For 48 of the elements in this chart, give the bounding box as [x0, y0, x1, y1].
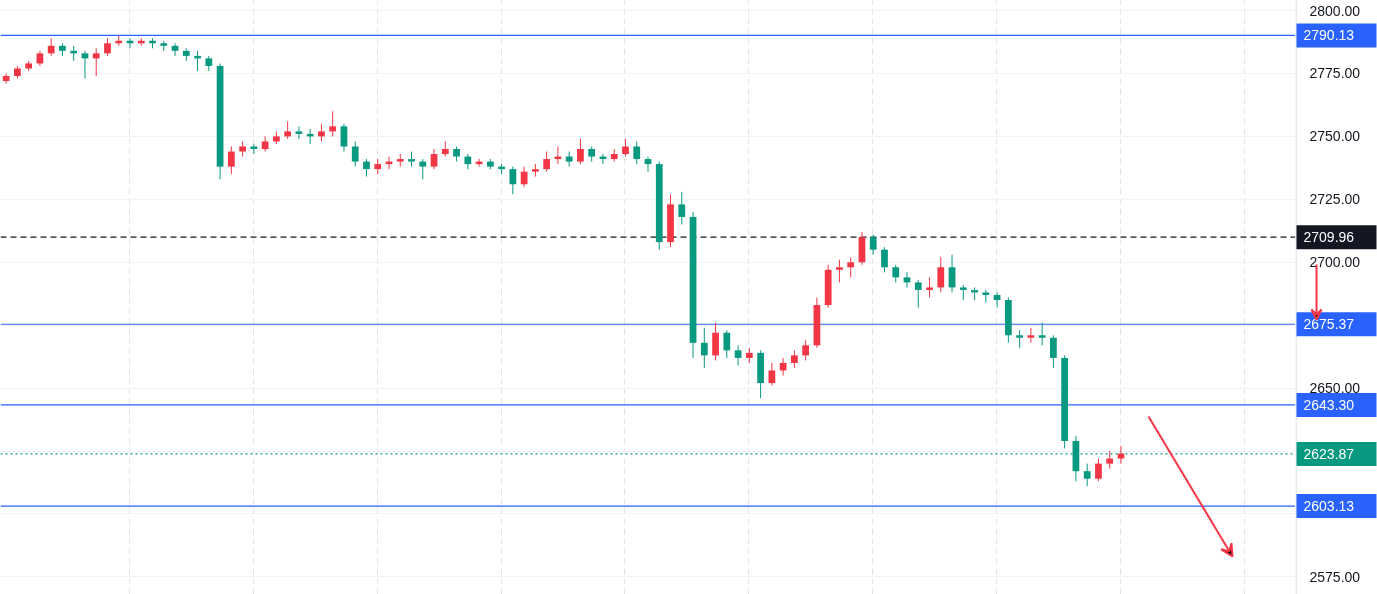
- ref-line-label: 2675.37: [1303, 316, 1355, 333]
- candlestick: [92, 47, 100, 77]
- candlestick: [543, 151, 551, 173]
- candlestick: [847, 256, 855, 278]
- candlestick: [723, 329, 731, 359]
- candlestick: [768, 362, 776, 387]
- candlestick: [926, 276, 933, 298]
- y-tick-label: 2800.00: [1309, 2, 1361, 19]
- candlestick: [520, 166, 528, 188]
- y-tick-label: 2725.00: [1309, 191, 1361, 208]
- candlestick: [712, 322, 719, 361]
- candlestick: [937, 256, 945, 293]
- y-tick-label: 2575.00: [1309, 568, 1361, 585]
- candlestick: [1083, 463, 1091, 487]
- ref-line-label: 2623.87: [1303, 445, 1355, 462]
- ref-line-label: 2709.96: [1303, 229, 1355, 246]
- candlestick: [430, 148, 438, 170]
- candlestick: [329, 110, 337, 137]
- candlestick: [802, 339, 810, 361]
- y-tick-label: 2775.00: [1309, 65, 1361, 82]
- candlestick: [2, 72, 10, 85]
- candlestick: [836, 259, 843, 283]
- candlestick: [678, 191, 686, 226]
- y-tick-label: 2700.00: [1309, 254, 1361, 271]
- candlestick: [1050, 334, 1057, 369]
- candlestick: [914, 279, 922, 309]
- candlestick: [633, 140, 641, 165]
- ref-line-label: 2790.13: [1303, 27, 1355, 44]
- candlestick: [419, 158, 427, 180]
- y-tick-label: 2650.00: [1309, 380, 1361, 397]
- candlestick: [1038, 322, 1046, 346]
- candlestick: [1095, 458, 1102, 482]
- candlestick: [1027, 327, 1035, 344]
- candlestick: [261, 135, 269, 153]
- ref-line-label: 2643.30: [1303, 396, 1355, 413]
- candlestick: [869, 234, 877, 256]
- candlestick: [734, 344, 742, 366]
- candlestick: [250, 143, 258, 155]
- candlestick: [295, 125, 303, 140]
- candlestick: [227, 145, 235, 175]
- y-tick-label: 2750.00: [1309, 128, 1361, 145]
- ref-line-label: 2603.13: [1303, 498, 1355, 515]
- candlestick: [779, 357, 787, 377]
- candlestick: [351, 140, 359, 168]
- candlestick: [881, 246, 888, 273]
- candlestick: [509, 166, 517, 195]
- candlestick: [700, 327, 708, 369]
- candlestick: [577, 138, 584, 165]
